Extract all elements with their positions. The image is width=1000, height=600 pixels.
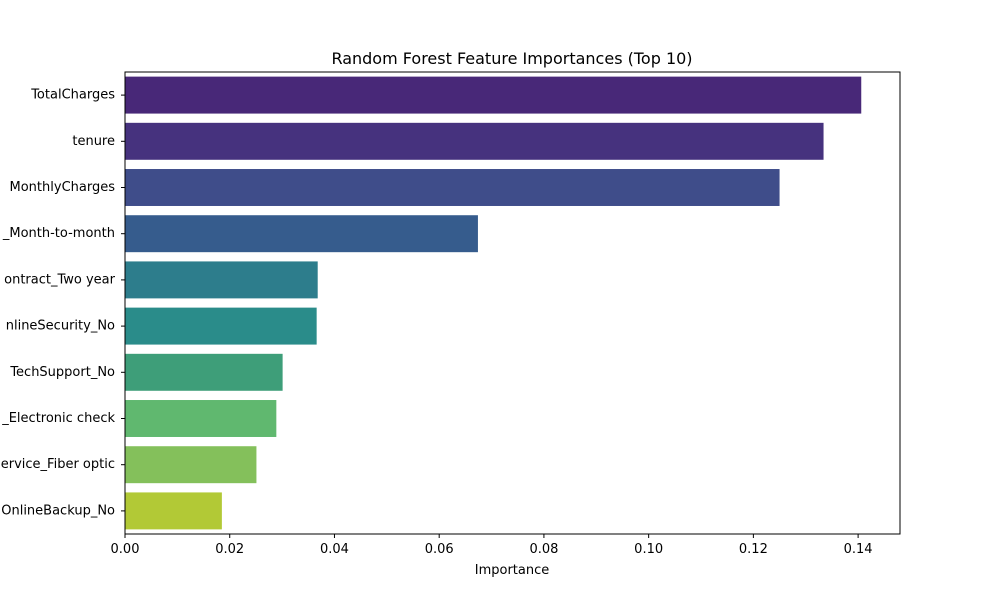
bar-3 <box>125 215 478 253</box>
y-tick-label-7: _Electronic check <box>1 411 115 426</box>
y-tick-label-5: nlineSecurity_No <box>6 319 115 334</box>
y-ticks-layer: TotalCharges tenure MonthlyCharges _Month-t… <box>1 88 125 518</box>
y-tick-label-9: OnlineBackup_No <box>1 503 115 518</box>
plot-frame <box>124 71 901 535</box>
bar-9 <box>125 492 222 530</box>
x-axis-label: Importance <box>475 563 550 578</box>
y-tick-label-8: ervice_Fiber optic <box>1 457 115 472</box>
x-tick-label-0: 0.00 <box>111 542 140 557</box>
y-tick-label-4: ontract_Two year <box>4 272 116 287</box>
bar-5 <box>125 307 317 345</box>
y-tick-label-2: MonthlyCharges <box>10 180 116 195</box>
x-tick-label-1: 0.02 <box>215 542 244 557</box>
x-tick-label-3: 0.06 <box>425 542 454 557</box>
bar-8 <box>125 446 257 484</box>
y-tick-label-6: TechSupport_No <box>9 365 115 380</box>
y-tick-label-0: TotalCharges <box>30 88 115 103</box>
bars-layer <box>125 76 862 530</box>
bar-4 <box>125 261 318 299</box>
chart-title: Random Forest Feature Importances (Top 1… <box>331 49 692 68</box>
bar-7 <box>125 400 277 437</box>
y-tick-label-1: tenure <box>72 134 115 149</box>
bar-6 <box>125 353 283 391</box>
bar-2 <box>125 169 780 206</box>
x-ticks-layer: 0.00 0.02 0.04 0.06 0.08 0.10 0.12 0.14 <box>111 534 873 557</box>
x-tick-label-2: 0.04 <box>320 542 349 557</box>
x-tick-label-5: 0.10 <box>634 542 663 557</box>
bar-0 <box>125 76 862 114</box>
y-tick-label-3: _Month-to-month <box>2 226 115 241</box>
x-tick-label-6: 0.12 <box>739 542 768 557</box>
x-tick-label-7: 0.14 <box>844 542 873 557</box>
bar-1 <box>125 122 824 160</box>
x-tick-label-4: 0.08 <box>529 542 558 557</box>
